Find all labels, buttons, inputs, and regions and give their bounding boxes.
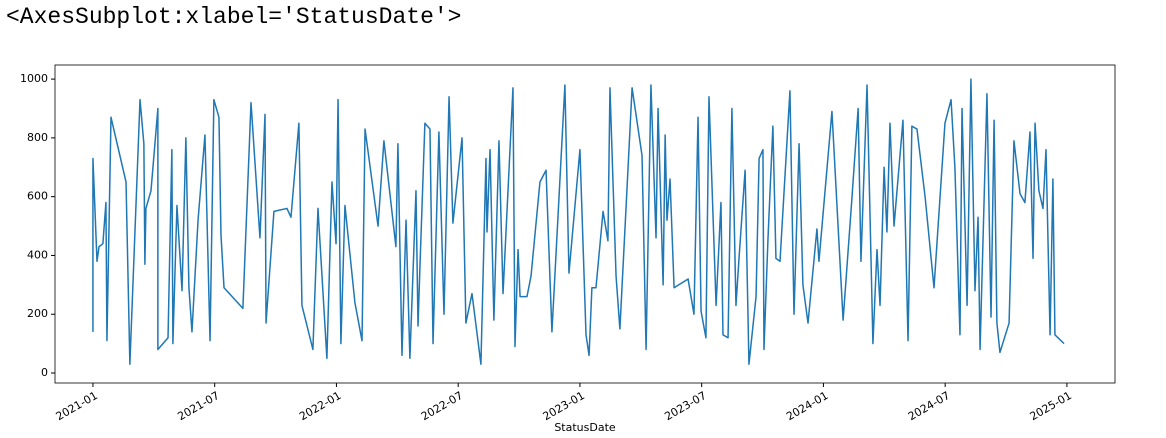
x-tick-label: 2021-07 (175, 389, 221, 423)
x-tick-label: 2024-07 (906, 389, 952, 423)
axes-frame (54, 64, 1116, 384)
data-line (92, 78, 1065, 365)
x-tick-label: 2025-01 (1028, 389, 1074, 423)
x-tick-label: 2023-01 (541, 389, 587, 423)
x-tick-label: 2022-07 (419, 389, 465, 423)
x-tick-label: 2022-01 (297, 389, 343, 423)
y-tick-label: 800 (27, 131, 48, 144)
x-tick-label: 2024-01 (784, 389, 830, 423)
x-axis-label: StatusDate (554, 421, 616, 434)
y-tick-label: 200 (27, 307, 48, 320)
y-tick-label: 400 (27, 248, 48, 261)
y-tick-label: 1000 (20, 72, 48, 85)
y-tick-label: 0 (41, 366, 48, 379)
x-tick-label: 2023-07 (662, 389, 708, 423)
x-tick-label: 2021-01 (54, 389, 100, 423)
cell-output: <AxesSubplot:xlabel='StatusDate'> (6, 4, 462, 30)
y-tick-label: 600 (27, 190, 48, 203)
